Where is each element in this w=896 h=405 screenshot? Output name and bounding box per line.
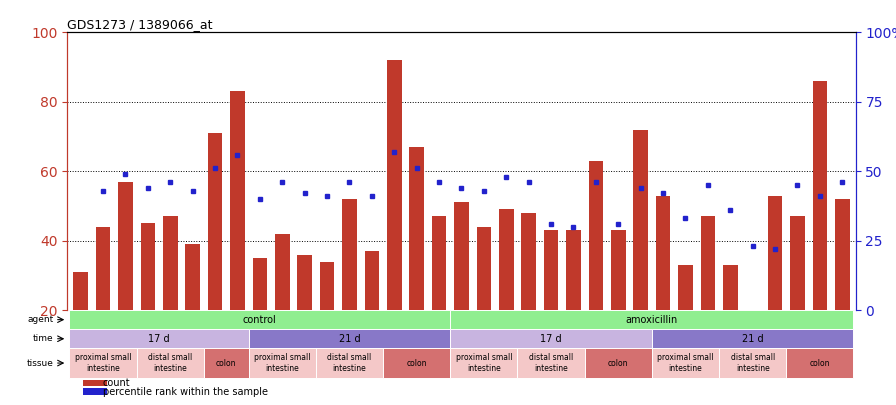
Bar [141, 223, 155, 310]
Bar [409, 147, 424, 310]
Bar [320, 262, 334, 310]
Bar [835, 199, 849, 310]
Bar [521, 213, 536, 310]
Text: colon: colon [810, 358, 830, 368]
Text: time: time [33, 334, 54, 343]
Text: proximal small
intestine: proximal small intestine [455, 353, 513, 373]
Bar [275, 234, 289, 310]
Bar [83, 380, 107, 386]
Bar [450, 310, 853, 329]
Text: proximal small
intestine: proximal small intestine [74, 353, 132, 373]
Text: GDS1273 / 1389066_at: GDS1273 / 1389066_at [67, 18, 212, 31]
Bar [633, 130, 648, 310]
Bar [70, 329, 248, 348]
Text: distal small
intestine: distal small intestine [327, 353, 372, 373]
Text: 17 d: 17 d [148, 334, 170, 344]
Bar [342, 199, 357, 310]
Text: proximal small
intestine: proximal small intestine [254, 353, 311, 373]
Text: 21 d: 21 d [339, 334, 360, 344]
Text: distal small
intestine: distal small intestine [148, 353, 193, 373]
Bar [611, 230, 625, 310]
Bar [768, 196, 782, 310]
Bar [499, 209, 513, 310]
Text: 21 d: 21 d [742, 334, 763, 344]
Bar [790, 216, 805, 310]
Bar [208, 133, 222, 310]
Text: count: count [103, 378, 130, 388]
Bar [450, 329, 651, 348]
Bar [297, 255, 312, 310]
Bar [248, 329, 450, 348]
Bar [719, 348, 787, 378]
Bar [701, 216, 715, 310]
Bar [656, 196, 670, 310]
Bar [70, 310, 450, 329]
Bar [163, 216, 177, 310]
Bar [589, 161, 603, 310]
Bar [83, 388, 107, 395]
Text: colon: colon [608, 358, 628, 368]
Bar [96, 227, 110, 310]
Bar [432, 216, 446, 310]
Bar [253, 258, 267, 310]
Bar [387, 60, 401, 310]
Bar [584, 348, 651, 378]
Bar [454, 202, 469, 310]
Bar [450, 348, 517, 378]
Text: control: control [243, 315, 277, 325]
Text: distal small
intestine: distal small intestine [529, 353, 573, 373]
Bar [517, 348, 584, 378]
Text: distal small
intestine: distal small intestine [730, 353, 775, 373]
Bar [70, 348, 136, 378]
Bar [813, 81, 827, 310]
Text: amoxicillin: amoxicillin [625, 315, 678, 325]
Bar [73, 272, 88, 310]
Bar [185, 244, 200, 310]
Bar [118, 182, 133, 310]
Bar [248, 348, 315, 378]
Bar [651, 348, 719, 378]
Bar [786, 348, 853, 378]
Text: tissue: tissue [27, 358, 54, 368]
Bar [477, 227, 491, 310]
Bar [723, 265, 737, 310]
Bar [544, 230, 558, 310]
Text: colon: colon [216, 358, 237, 368]
Bar [365, 251, 379, 310]
Text: percentile rank within the sample: percentile rank within the sample [103, 387, 268, 397]
Bar [651, 329, 853, 348]
Text: 17 d: 17 d [540, 334, 562, 344]
Bar [566, 230, 581, 310]
Bar [383, 348, 450, 378]
Bar [315, 348, 383, 378]
Bar [203, 348, 248, 378]
Text: proximal small
intestine: proximal small intestine [657, 353, 714, 373]
Bar [678, 265, 693, 310]
Text: agent: agent [28, 315, 54, 324]
Bar [136, 348, 203, 378]
Text: colon: colon [407, 358, 426, 368]
Bar [230, 92, 245, 310]
